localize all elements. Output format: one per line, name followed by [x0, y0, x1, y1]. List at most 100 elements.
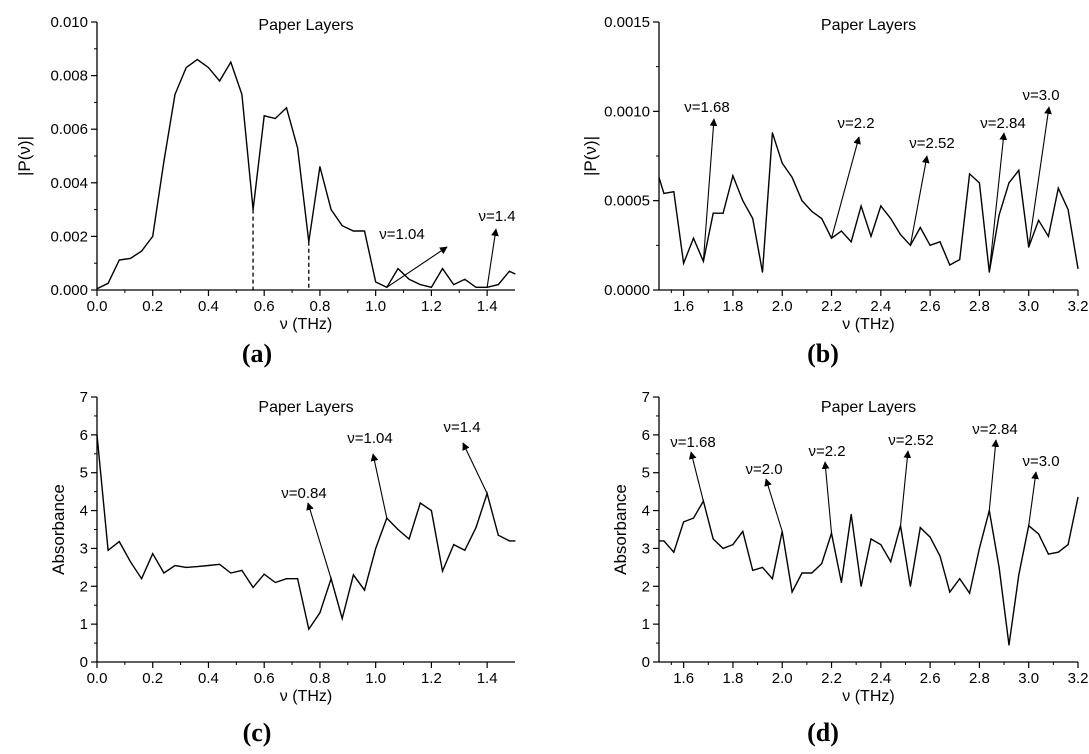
data-point: [840, 230, 842, 232]
y-axis-label: Absorbance: [611, 484, 630, 575]
x-tick-label: 3.2: [1068, 670, 1089, 687]
data-point: [341, 617, 343, 620]
data-point: [118, 541, 120, 543]
x-tick-label: 1.6: [673, 670, 694, 687]
data-point: [397, 267, 399, 270]
x-axis-label: ν (THz): [280, 316, 332, 333]
data-point: [791, 591, 793, 593]
annotation-arrow: [764, 478, 783, 532]
x-axis-label: ν (THz): [842, 688, 894, 705]
x-tick-label: 2.0: [772, 670, 793, 687]
data-point: [692, 517, 695, 519]
data-point: [430, 286, 432, 288]
data-point: [352, 574, 354, 576]
annotation-label: ν=2.0: [745, 461, 782, 478]
data-point: [263, 573, 265, 575]
data-point: [781, 162, 783, 164]
x-tick-label: 1.6: [673, 298, 694, 315]
y-axis-label: |P(ν)|: [581, 136, 600, 176]
data-point: [761, 271, 764, 273]
data-point: [968, 173, 971, 175]
data-point: [811, 210, 813, 212]
y-axis-label: |P(ν)|: [15, 136, 34, 176]
data-point: [230, 572, 232, 574]
data-point: [1067, 209, 1069, 211]
y-tick-label: 6: [80, 427, 88, 444]
y-tick-label: 0.000: [50, 282, 88, 299]
data-point: [978, 547, 981, 550]
data-point: [949, 591, 951, 593]
panel-label: (a): [242, 339, 272, 368]
y-tick-label: 6: [642, 427, 650, 444]
data-point: [909, 585, 912, 587]
data-point: [752, 217, 754, 220]
x-tick-label: 2.8: [969, 670, 990, 687]
data-point: [285, 107, 288, 109]
data-point: [1047, 235, 1050, 237]
series-line: [659, 497, 1079, 646]
chart-panel-c: 0 1 2 3 4 5 6 7 0.0 0.2 0.4 0.6 0.8 1.0 1.2 1.4 Paper La…: [49, 389, 516, 747]
series-line: [658, 132, 1079, 273]
x-tick-label: 2.2: [821, 670, 842, 687]
data-point: [330, 209, 332, 211]
x-tick-label: 0.2: [142, 298, 163, 315]
data-point: [998, 566, 1000, 568]
data-point: [129, 257, 132, 259]
y-tick-label: 3: [642, 540, 650, 557]
y-tick-label: 0: [80, 654, 88, 671]
y-tick-label: 2: [642, 578, 650, 595]
data-point: [129, 561, 132, 563]
data-point: [658, 540, 660, 542]
x-tick-label: 2.4: [870, 298, 891, 315]
data-point: [441, 570, 444, 572]
y-axis-label: Absorbance: [49, 484, 68, 575]
annotation-label: ν=2.52: [909, 135, 954, 152]
data-point: [274, 581, 276, 584]
annotation-arrow: [821, 461, 833, 534]
x-tick-label: 0.4: [198, 670, 219, 687]
data-point: [118, 259, 120, 261]
data-point: [219, 563, 221, 565]
data-point: [712, 538, 714, 540]
data-point: [419, 284, 421, 286]
data-point: [241, 569, 243, 571]
panel-label: (c): [243, 718, 272, 747]
data-point: [821, 217, 823, 220]
data-point: [1008, 644, 1010, 646]
data-point: [464, 549, 466, 551]
annotation-arrow: [486, 228, 499, 288]
data-point: [319, 166, 321, 168]
annotation-arrow: [688, 451, 704, 502]
data-point: [850, 241, 852, 243]
data-point: [890, 561, 892, 563]
data-point: [508, 270, 511, 272]
data-point: [683, 521, 685, 523]
data-point: [658, 176, 660, 179]
data-point: [152, 553, 154, 555]
chart-title: Paper Layers: [821, 17, 916, 34]
x-tick-label: 2.2: [821, 298, 842, 315]
data-point: [475, 286, 477, 288]
series-line: [96, 58, 516, 290]
data-point: [297, 147, 299, 149]
data-point: [929, 536, 931, 538]
data-point: [722, 547, 724, 550]
x-tick-label: 1.2: [421, 670, 442, 687]
x-tick-label: 0.8: [310, 298, 331, 315]
data-point: [419, 502, 421, 504]
data-point: [899, 234, 902, 236]
x-tick-label: 1.4: [477, 298, 498, 315]
y-tick-label: 4: [80, 503, 88, 520]
panel-label: (d): [807, 718, 839, 747]
data-point: [692, 237, 695, 239]
data-point: [840, 581, 842, 584]
annotation-label: ν=2.52: [888, 432, 933, 449]
y-tick-label: 7: [642, 389, 650, 406]
data-point: [722, 212, 724, 214]
x-tick-label: 0.0: [87, 670, 108, 687]
y-tick-label: 0.006: [50, 121, 88, 138]
data-point: [663, 192, 665, 195]
data-point: [968, 592, 971, 594]
y-tick-label: 7: [80, 389, 88, 406]
data-point: [207, 564, 210, 567]
